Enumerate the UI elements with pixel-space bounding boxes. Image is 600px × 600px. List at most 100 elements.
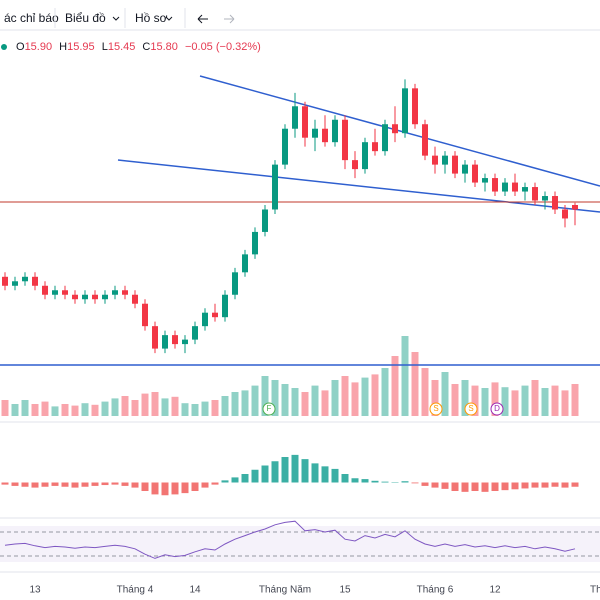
candle-body xyxy=(522,187,528,192)
volume-bar xyxy=(521,385,529,416)
volume-bar xyxy=(271,380,279,416)
macd-bar xyxy=(131,482,139,488)
macd-bar xyxy=(41,482,49,487)
macd-bar xyxy=(521,482,529,489)
volume-bar xyxy=(571,384,579,416)
x-tick-label: Tháng 4 xyxy=(117,585,154,596)
macd-bar xyxy=(261,465,269,483)
volume-bar xyxy=(511,390,519,416)
event-marker[interactable] xyxy=(490,402,504,416)
volume-bar xyxy=(321,390,329,416)
x-tick-label: Tháng xyxy=(590,585,600,596)
redo-button[interactable] xyxy=(224,14,235,24)
candle-body xyxy=(352,160,358,170)
candle-body xyxy=(62,290,68,295)
candle-body xyxy=(52,290,58,295)
candle-body xyxy=(202,312,208,327)
volume-bar xyxy=(501,387,509,416)
volume-bar xyxy=(31,404,39,416)
macd-bar xyxy=(421,482,429,486)
candle-body xyxy=(162,335,168,349)
candle-body xyxy=(332,119,338,143)
macd-bar xyxy=(101,482,109,486)
macd-bar xyxy=(431,482,439,488)
event-marker[interactable] xyxy=(464,402,478,416)
macd-bar xyxy=(571,482,579,487)
candle-body xyxy=(442,155,448,165)
event-label: S xyxy=(468,404,473,413)
event-marker[interactable] xyxy=(429,402,443,416)
macd-bar xyxy=(81,482,89,487)
macd-bar xyxy=(501,482,509,491)
macd-bar xyxy=(401,481,409,483)
candle-body xyxy=(392,124,398,134)
x-tick-label: 15 xyxy=(339,585,351,596)
candle-body xyxy=(432,155,438,165)
volume-bar xyxy=(191,404,199,416)
volume-bar xyxy=(231,392,239,416)
close-value: 15.80 xyxy=(150,41,178,53)
undo-button[interactable] xyxy=(197,14,208,24)
macd-bar xyxy=(241,474,249,483)
candle-body xyxy=(482,178,488,183)
candle-body xyxy=(322,128,328,143)
trend-line xyxy=(199,75,600,187)
candle-body xyxy=(22,276,28,282)
volume-bar xyxy=(361,377,369,416)
macd-bar xyxy=(51,482,59,486)
volume-bar xyxy=(301,392,309,416)
macd-bar xyxy=(311,463,319,483)
macd-bar xyxy=(201,482,209,488)
candle-body xyxy=(232,272,238,295)
volume-bar xyxy=(381,368,389,416)
x-tick-label: 12 xyxy=(489,585,501,596)
macd-bar xyxy=(481,482,489,492)
event-markers: F S S D xyxy=(262,402,504,416)
macd-bar xyxy=(371,480,379,483)
candle-body xyxy=(292,106,298,129)
chart-button[interactable]: Biểu đồ xyxy=(65,11,106,25)
high-label: H xyxy=(59,41,67,53)
volume-bar xyxy=(531,380,539,416)
volume-bar xyxy=(161,398,169,416)
high-value: 15.95 xyxy=(67,41,95,53)
candle-body xyxy=(42,285,48,295)
candle-body xyxy=(502,182,508,192)
macd-bar xyxy=(1,482,9,485)
volume-bar xyxy=(111,398,119,416)
volume-bar xyxy=(151,392,159,416)
event-marker[interactable] xyxy=(262,402,276,416)
volume-bar xyxy=(431,380,439,416)
volume-bar xyxy=(311,385,319,416)
volume-bar xyxy=(181,403,189,416)
macd-bar xyxy=(471,482,479,491)
rsi-line xyxy=(4,520,576,559)
volume-bar xyxy=(561,390,569,416)
candle-body xyxy=(242,254,248,273)
macd-bar xyxy=(551,482,559,487)
macd-bar xyxy=(111,482,119,485)
macd-bar xyxy=(271,461,279,483)
open-value: 15.90 xyxy=(25,41,53,53)
low-value: 15.45 xyxy=(108,41,136,53)
profile-button[interactable]: Hồ sơ xyxy=(135,11,168,25)
volume-bar xyxy=(211,400,219,416)
candle-body xyxy=(142,303,148,327)
macd-bar xyxy=(411,482,419,484)
status-dot xyxy=(1,44,7,50)
candle-body xyxy=(282,128,288,165)
indicators-button[interactable]: ác chỉ báo xyxy=(4,11,59,25)
volume-bar xyxy=(121,396,129,416)
volume-bar xyxy=(11,404,19,416)
candle-body xyxy=(452,155,458,174)
candle-body xyxy=(182,339,188,345)
open-label: O xyxy=(16,41,25,53)
volume-bar xyxy=(241,390,249,416)
change-value: −0.05 (−0.32%) xyxy=(185,41,261,53)
candle-body xyxy=(112,290,118,295)
candle-body xyxy=(2,276,8,286)
macd-bar xyxy=(21,482,29,487)
macd-bar xyxy=(511,482,519,490)
macd-bar xyxy=(531,482,539,488)
macd-bar xyxy=(151,482,159,495)
